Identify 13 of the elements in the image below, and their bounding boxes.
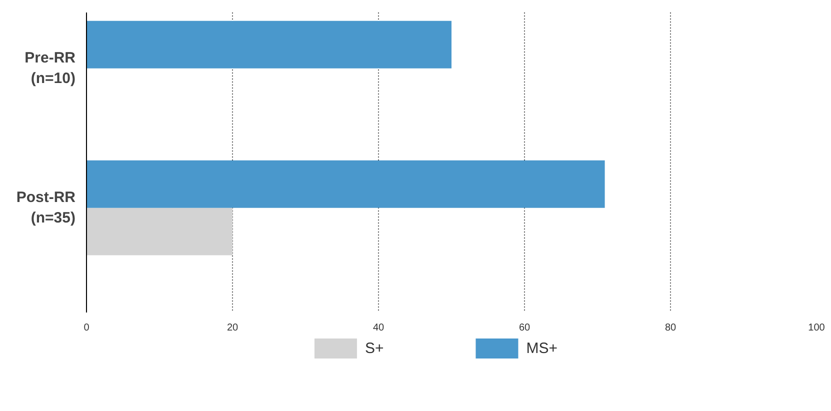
legend-label: MS+ bbox=[526, 340, 558, 357]
x-tick-label: 40 bbox=[372, 322, 384, 334]
bar bbox=[86, 20, 452, 68]
bar bbox=[86, 160, 605, 208]
y-tick-label: Pre-RR (n=10) bbox=[24, 50, 76, 88]
x-tick-label: 60 bbox=[518, 322, 530, 334]
x-tick-label: 20 bbox=[226, 322, 238, 334]
legend-label: S+ bbox=[365, 340, 384, 357]
x-tick-label: 80 bbox=[664, 322, 676, 334]
bar bbox=[86, 208, 232, 256]
x-tick-label: 100 bbox=[808, 322, 826, 334]
y-tick-label: Post-RR (n=35) bbox=[16, 189, 76, 227]
x-tick-label: 0 bbox=[84, 322, 90, 334]
